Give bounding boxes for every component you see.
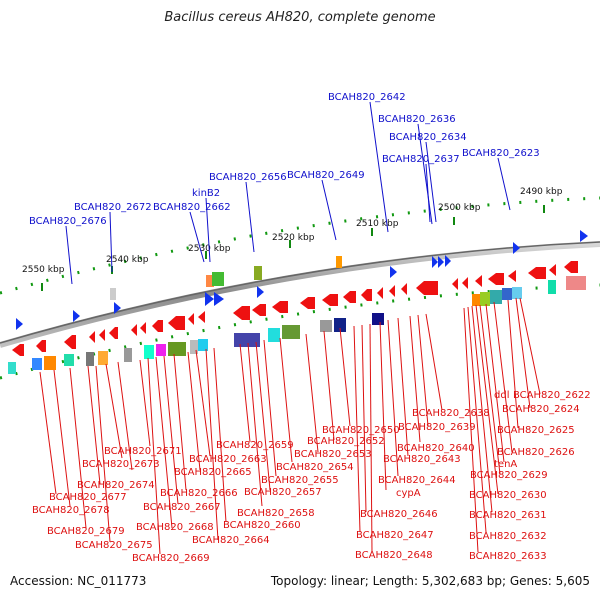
gene-label: BCAH820_2660: [223, 520, 301, 531]
accession-label: Accession: NC_011773: [10, 574, 147, 588]
gene-label: BCAH820_2671: [104, 446, 182, 457]
gene-label: BCAH820_2642: [328, 92, 406, 103]
gene-arrow: [73, 310, 80, 322]
gene-label: BCAH820_2623: [462, 148, 540, 159]
forward-genes: [16, 230, 588, 330]
gene-label: BCAH820_2662: [153, 202, 231, 213]
tick-label: 2550 kbp: [22, 265, 65, 275]
gene-label: BCAH820_2678: [32, 505, 110, 516]
gene-arrow: [214, 292, 224, 306]
tick-label: 2520 kbp: [272, 233, 315, 243]
gene-label: cypA: [396, 488, 421, 499]
gene-arrow: [580, 230, 588, 242]
gene-arrow: [16, 318, 23, 330]
tick-label: 2490 kbp: [520, 187, 563, 197]
upper-leader-lines: [65, 101, 511, 285]
gene-label: BCAH820_2663: [189, 454, 267, 465]
gene-label: BCAH820_2665: [174, 467, 252, 478]
gene-label: BCAH820_2624: [502, 404, 580, 415]
gene-label: BCAH820_2630: [469, 490, 547, 501]
lower-leader-lines: [39, 297, 541, 555]
gene-label: BCAH820_2626: [497, 447, 575, 458]
upper-gene-labels: BCAH820_2642 BCAH820_2636 BCAH820_2634 B…: [29, 92, 540, 227]
gene-label: BCAH820_2656: [209, 172, 287, 183]
reverse-genes: [12, 261, 578, 356]
gene-label: tenA: [494, 459, 517, 470]
gene-label: ddl: [494, 390, 509, 401]
tick-label: 2540 kbp: [106, 255, 149, 265]
topology-label: Topology: linear; Length: 5,302,683 bp; …: [270, 574, 590, 588]
gene-arrow: [445, 255, 451, 267]
gene-label: BCAH820_2638: [412, 408, 490, 419]
gene-arrow: [432, 256, 438, 268]
gene-label: BCAH820_2640: [397, 443, 475, 454]
gene-label: BCAH820_2666: [160, 488, 238, 499]
kbp-tick-labels: 2550 kbp 2540 kbp 2530 kbp 2520 kbp 2510…: [22, 187, 563, 275]
gene-label: BCAH820_2643: [383, 454, 461, 465]
gene-label: BCAH820_2668: [136, 522, 214, 533]
gene-label: BCAH820_2667: [143, 502, 221, 513]
gene-label: BCAH820_2676: [29, 216, 107, 227]
gene-label: BCAH820_2639: [398, 422, 476, 433]
gene-label: BCAH820_2657: [244, 487, 322, 498]
gene-label: BCAH820_2653: [294, 449, 372, 460]
gene-label: BCAH820_2650: [322, 425, 400, 436]
tick-label: 2500 kbp: [438, 203, 481, 213]
gene-label: BCAH820_2675: [75, 540, 153, 551]
gene-label: BCAH820_2655: [261, 475, 339, 486]
gene-label: BCAH820_2634: [389, 132, 467, 143]
gene-arrow: [438, 256, 444, 268]
gene-arrow: [513, 242, 520, 254]
gene-label: BCAH820_2658: [237, 508, 315, 519]
gene-label: BCAH820_2632: [469, 531, 547, 542]
gene-label: BCAH820_2673: [82, 459, 160, 470]
gene-label: BCAH820_2664: [192, 535, 270, 546]
gene-label: BCAH820_2659: [216, 440, 294, 451]
gene-label: BCAH820_2677: [49, 492, 127, 503]
gene-label: BCAH820_2646: [360, 509, 438, 520]
feature-boxes: [8, 256, 586, 374]
gene-arrow: [205, 292, 214, 306]
gene-label: BCAH820_2649: [287, 170, 365, 181]
lower-gene-labels: ddl BCAH820_2622 BCAH820_2624 BCAH820_26…: [32, 390, 591, 564]
gene-label: BCAH820_2647: [356, 530, 434, 541]
gene-label: BCAH820_2674: [77, 480, 155, 491]
gene-label: BCAH820_2654: [276, 462, 354, 473]
gene-label: BCAH820_2679: [47, 526, 125, 537]
gene-label: BCAH820_2669: [132, 553, 210, 564]
gene-label: BCAH820_2629: [470, 470, 548, 481]
gene-label: BCAH820_2637: [382, 154, 460, 165]
gene-label: BCAH820_2672: [74, 202, 152, 213]
gene-label: BCAH820_2631: [469, 510, 547, 521]
gene-label: BCAH820_2636: [378, 114, 456, 125]
gene-arrow: [390, 266, 397, 278]
gene-label: BCAH820_2622: [513, 390, 591, 401]
page-title: Bacillus cereus AH820, complete genome: [164, 10, 436, 25]
gene-arrow: [257, 286, 264, 298]
gene-arrow: [114, 302, 121, 314]
gene-label: BCAH820_2644: [378, 475, 456, 486]
gene-label: BCAH820_2648: [355, 550, 433, 561]
gene-label: kinB2: [192, 188, 220, 199]
gene-label: BCAH820_2652: [307, 436, 385, 447]
gene-label: BCAH820_2625: [497, 425, 575, 436]
tick-label: 2510 kbp: [356, 219, 399, 229]
gene-label: BCAH820_2633: [469, 551, 547, 562]
